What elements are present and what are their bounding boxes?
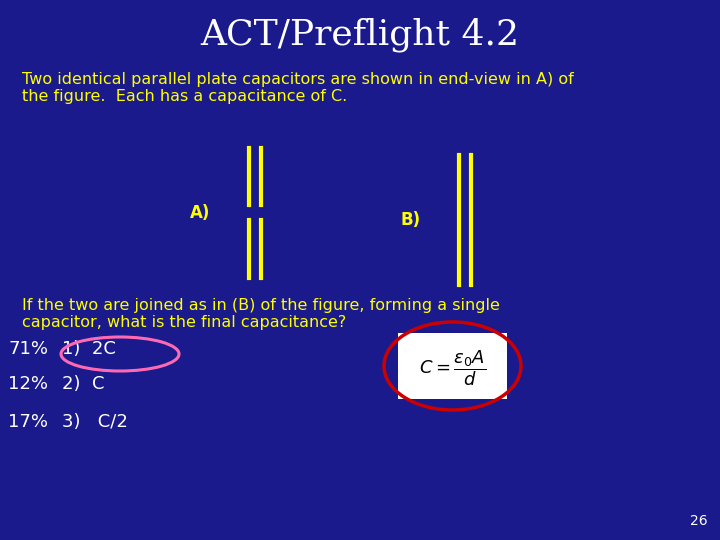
Text: 1)  2C: 1) 2C <box>62 340 116 358</box>
Text: 12%: 12% <box>8 375 48 393</box>
Text: 2)  C: 2) C <box>62 375 104 393</box>
Text: If the two are joined as in (B) of the figure, forming a single
capacitor, what : If the two are joined as in (B) of the f… <box>22 298 500 330</box>
Text: 3)   C/2: 3) C/2 <box>62 413 128 431</box>
Text: 26: 26 <box>690 514 708 528</box>
Text: 17%: 17% <box>8 413 48 431</box>
Text: 71%: 71% <box>8 340 48 358</box>
Text: Two identical parallel plate capacitors are shown in end-view in A) of
the figur: Two identical parallel plate capacitors … <box>22 72 574 104</box>
Text: $C = \dfrac{\varepsilon_0 A}{d}$: $C = \dfrac{\varepsilon_0 A}{d}$ <box>419 348 486 388</box>
Text: B): B) <box>400 211 420 229</box>
FancyBboxPatch shape <box>398 333 507 399</box>
Text: ACT/Preflight 4.2: ACT/Preflight 4.2 <box>200 18 520 52</box>
Text: A): A) <box>190 204 210 222</box>
